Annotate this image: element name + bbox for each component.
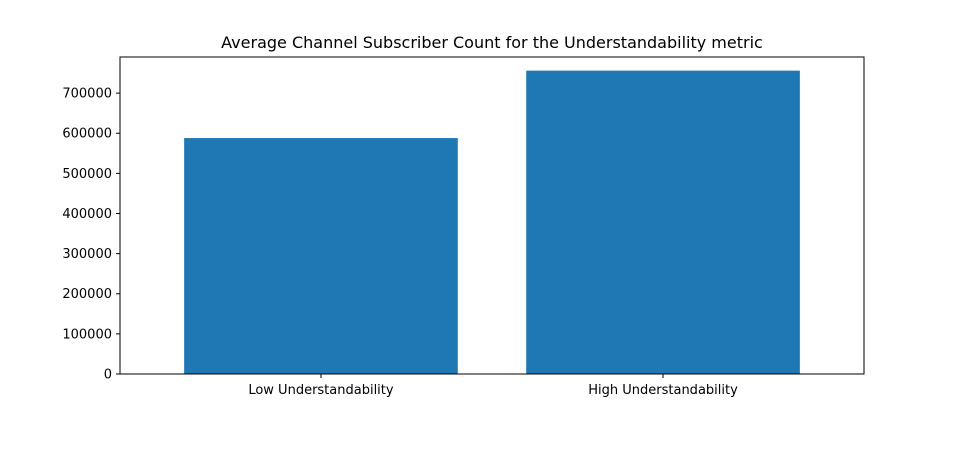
bar-low-understandability xyxy=(184,138,458,374)
y-tick-label: 300000 xyxy=(62,247,112,262)
y-tick-label: 500000 xyxy=(62,167,112,182)
y-tick-label: 600000 xyxy=(62,127,112,142)
y-tick-label: 400000 xyxy=(62,207,112,222)
plot-frame xyxy=(119,56,865,375)
x-tick-label: Low Understandability xyxy=(248,383,394,398)
plot-area: 0 100000 200000 300000 400000 500000 600000 700… xyxy=(62,56,865,398)
y-tick-label: 200000 xyxy=(62,287,112,302)
bar-high-understandability xyxy=(526,70,800,374)
x-tick-label: High Understandability xyxy=(588,383,738,398)
chart-title: Average Channel Subscriber Count for the… xyxy=(221,33,763,52)
y-tick-label: 100000 xyxy=(62,327,112,342)
y-tick-label: 0 xyxy=(104,368,112,383)
y-tick-label: 700000 xyxy=(62,87,112,102)
